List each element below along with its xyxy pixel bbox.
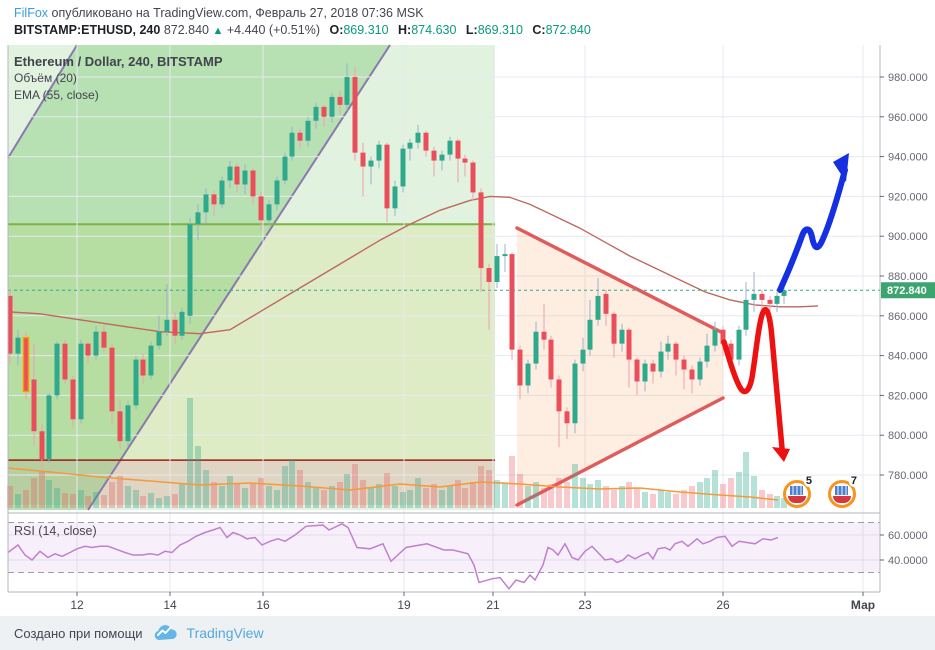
svg-text:19: 19 [397, 598, 411, 612]
idea-thumbnail-icon [835, 486, 848, 495]
volume-layer [7, 398, 787, 508]
idea-thumbnail-swoosh-icon [788, 496, 806, 503]
footer-text: Создано при помощи [14, 625, 143, 641]
close-label: C: [532, 23, 546, 37]
volume-ma-line [7, 467, 779, 501]
low-label: L: [465, 23, 478, 37]
chart-legend: Ethereum / Dollar, 240, BITSTAMP Объём (… [14, 53, 223, 104]
svg-text:980.000: 980.000 [888, 72, 928, 84]
legend-title[interactable]: Ethereum / Dollar, 240, BITSTAMP [14, 54, 223, 69]
idea-count: 5 [803, 475, 814, 487]
time-axis[interactable]: 12 14 16 19 21 23 26 Мар [70, 592, 875, 612]
svg-text:12: 12 [70, 598, 84, 612]
rsi-line [7, 522, 779, 591]
header: FilFox опубликовано на TradingView.com, … [14, 5, 591, 40]
chart-canvas[interactable]: 980.000 960.000 940.000 920.000 900.000 880.0… [0, 0, 935, 616]
up-arrow-icon: ▲ [212, 25, 224, 37]
close-value: 872.840 [545, 23, 591, 37]
open-value: 869.310 [343, 23, 389, 37]
svg-text:820.000: 820.000 [888, 390, 928, 402]
idea-count: 7 [848, 475, 859, 487]
high-label: H: [398, 23, 412, 37]
svg-text:872.840: 872.840 [887, 285, 927, 297]
author-link[interactable]: FilFox [14, 6, 49, 20]
svg-text:21: 21 [486, 598, 500, 612]
svg-text:60.0000: 60.0000 [888, 530, 928, 542]
svg-text:900.000: 900.000 [888, 231, 928, 243]
svg-text:940.000: 940.000 [888, 152, 928, 164]
svg-text:Мар: Мар [851, 598, 875, 612]
publish-line: FilFox опубликовано на TradingView.com, … [14, 5, 591, 22]
last-price-badge [881, 282, 935, 299]
candles-layer [7, 63, 787, 470]
svg-text:16: 16 [256, 598, 270, 612]
grid-layer [8, 45, 880, 592]
svg-text:23: 23 [578, 598, 592, 612]
svg-text:880.000: 880.000 [888, 271, 928, 283]
idea-thumbnail-swoosh-icon [833, 496, 851, 503]
svg-text:800.000: 800.000 [888, 430, 928, 442]
annotation-zones [7, 44, 495, 511]
svg-text:860.000: 860.000 [888, 311, 928, 323]
svg-text:14: 14 [163, 598, 177, 612]
last-price: 872.840 [163, 23, 209, 37]
legend-volume[interactable]: Объём (20) [14, 71, 77, 85]
rsi-legend[interactable]: RSI (14, close) [14, 524, 97, 538]
idea-badge-1[interactable]: 5 [783, 475, 814, 508]
drawn-arrows [721, 153, 849, 462]
svg-text:960.000: 960.000 [888, 112, 928, 124]
svg-text:40.0000: 40.0000 [888, 555, 928, 567]
symbol-label[interactable]: BITSTAMP:ETHUSD, 240 [14, 23, 161, 37]
price-change: +4.440 (+0.51%) [226, 23, 320, 37]
bullish-arrow [777, 167, 848, 293]
tradingview-link[interactable]: TradingView [186, 625, 264, 641]
idea-badge-2[interactable]: 7 [828, 475, 859, 508]
triangle-pattern [515, 226, 725, 507]
svg-text:840.000: 840.000 [888, 351, 928, 363]
svg-text:920.000: 920.000 [888, 191, 928, 203]
pane-borders [7, 45, 881, 593]
bearish-arrow [721, 306, 785, 451]
idea-thumbnail-icon [790, 486, 803, 495]
legend-ema[interactable]: EMA (55, close) [14, 88, 99, 102]
high-value: 874.630 [411, 23, 457, 37]
open-label: O: [329, 23, 344, 37]
footer: Создано при помощи TradingView [0, 616, 935, 650]
svg-text:26: 26 [716, 598, 730, 612]
price-axis[interactable]: 980.000 960.000 940.000 920.000 900.000 880.0… [880, 72, 935, 567]
quote-line: BITSTAMP:ETHUSD, 240 872.840 ▲ +4.440 (+… [14, 22, 591, 40]
svg-text:780.000: 780.000 [888, 470, 928, 482]
rsi-pane [7, 522, 880, 591]
low-value: 869.310 [477, 23, 523, 37]
tradingview-logo-icon[interactable] [153, 624, 179, 642]
publish-text: опубликовано на TradingView.com, Февраль… [48, 6, 424, 20]
